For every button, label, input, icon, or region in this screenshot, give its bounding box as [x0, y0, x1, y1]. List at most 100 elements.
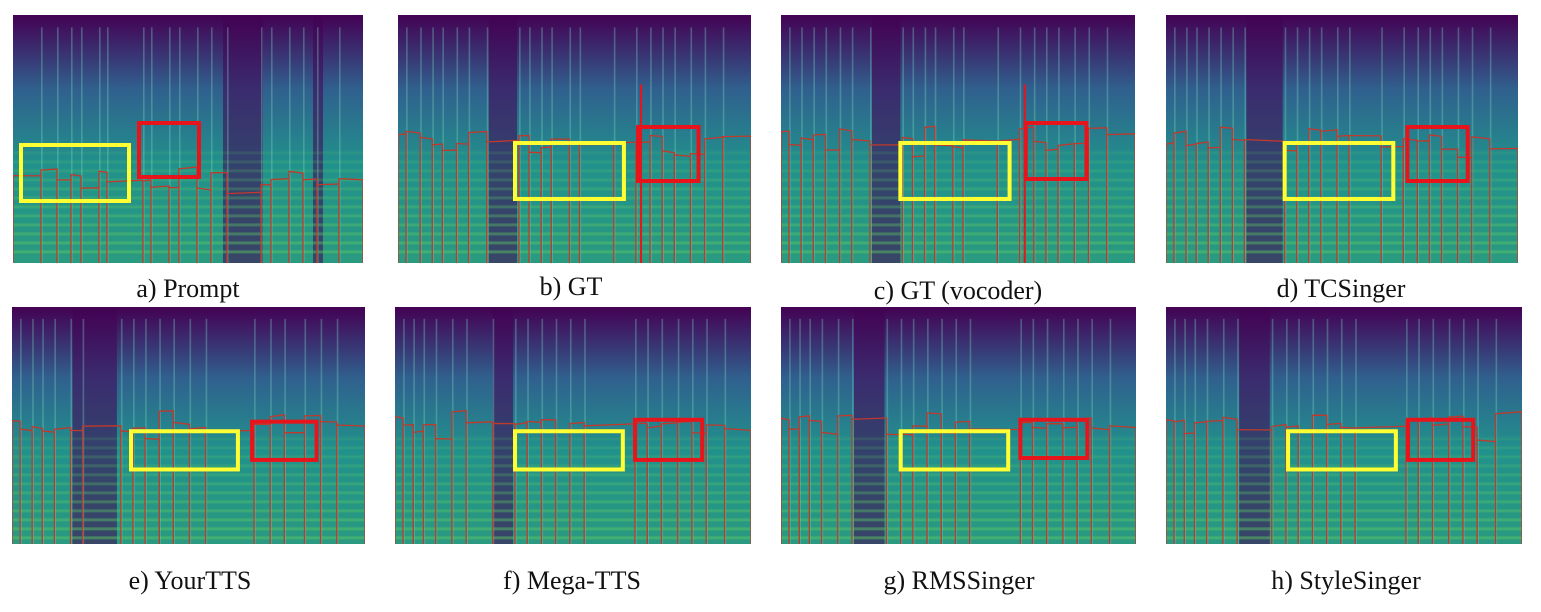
- onset-line: [1032, 318, 1035, 544]
- harmonic-band: [1166, 223, 1518, 227]
- onset-line: [1320, 27, 1323, 263]
- harmonic-band: [781, 482, 1136, 486]
- harmonic-band: [781, 205, 1135, 209]
- harmonic-band: [1166, 464, 1522, 468]
- onset-line: [690, 27, 693, 263]
- highlight-box-yellow: [898, 141, 1012, 201]
- caption-yourtts: e) YourTTS: [128, 566, 252, 595]
- caption-stylesinger: h) StyleSinger: [1271, 566, 1421, 595]
- onset-line: [20, 318, 22, 544]
- harmonic-band: [781, 151, 1135, 155]
- onset-line: [304, 318, 307, 544]
- onset-line: [809, 318, 811, 544]
- onset-line: [662, 27, 664, 263]
- onset-line: [724, 318, 727, 544]
- harmonic-band: [12, 536, 365, 540]
- onset-line: [420, 27, 422, 263]
- onset-line: [1109, 318, 1112, 544]
- onset-line: [406, 27, 408, 263]
- spectrogram-panel-tcsinger: [1166, 15, 1518, 263]
- onset-line: [692, 318, 694, 544]
- spectrogram-panel-yourtts: [12, 307, 365, 544]
- harmonic-band: [781, 250, 1135, 254]
- onset-line: [271, 27, 273, 263]
- caption-rmssinger: g) RMSSinger: [883, 566, 1035, 595]
- harmonic-band: [13, 214, 363, 218]
- harmonic-band: [13, 205, 363, 209]
- onset-line: [1033, 27, 1036, 263]
- onset-line: [997, 27, 1000, 263]
- harmonic-band: [13, 187, 363, 191]
- onset-line: [1088, 27, 1091, 263]
- onset-line: [1106, 27, 1109, 263]
- onset-line: [1196, 27, 1198, 263]
- spectrogram-image: [1166, 307, 1522, 544]
- onset-line: [1208, 27, 1210, 263]
- harmonic-band: [395, 473, 751, 477]
- pitch-contour: [781, 412, 1136, 544]
- harmonic-band: [398, 241, 751, 245]
- harmonic-band: [398, 205, 751, 209]
- onset-line: [254, 318, 256, 544]
- harmonic-band: [1166, 205, 1518, 209]
- harmonic-band: [1166, 455, 1522, 459]
- caption-gt-vocoder: c) GT (vocoder): [873, 276, 1043, 305]
- spectrogram-image: [395, 307, 751, 544]
- onset-line: [722, 27, 725, 263]
- harmonic-band: [395, 509, 751, 513]
- onset-line: [1271, 318, 1274, 544]
- onset-line: [963, 27, 965, 263]
- onset-line: [1222, 318, 1225, 544]
- harmonic-band: [1166, 214, 1518, 218]
- onset-line: [821, 318, 824, 544]
- onset-line: [541, 27, 543, 263]
- highlight-box-red: [1405, 125, 1470, 183]
- onset-line: [1174, 318, 1176, 544]
- onset-line: [902, 27, 904, 263]
- harmonic-band: [781, 446, 1136, 450]
- harmonic-band: [781, 187, 1135, 191]
- onset-line: [151, 27, 153, 263]
- spectrogram-panel-stylesinger: [1166, 307, 1522, 544]
- highlight-box-yellow: [1282, 141, 1396, 201]
- onset-line: [1046, 318, 1049, 544]
- onset-line: [825, 27, 828, 263]
- highlight-box-yellow: [1286, 429, 1398, 472]
- onset-line: [1206, 318, 1209, 544]
- onset-line: [211, 27, 213, 263]
- spectrogram-image: [781, 307, 1136, 544]
- caption-gt: b) GT: [539, 272, 603, 301]
- onset-line: [813, 27, 815, 263]
- harmonic-band: [781, 455, 1136, 459]
- onset-line: [1220, 27, 1222, 263]
- spectrogram-panel-rmssinger: [781, 307, 1136, 544]
- harmonic-band: [12, 491, 365, 495]
- onset-line: [270, 318, 272, 544]
- onset-line: [466, 318, 468, 544]
- onset-line: [423, 318, 426, 544]
- onset-line: [704, 27, 707, 263]
- boundary-marker: [640, 84, 643, 263]
- silence-band: [854, 307, 885, 544]
- onset-line: [519, 27, 521, 263]
- onset-line: [442, 27, 444, 263]
- onset-line: [677, 318, 680, 544]
- onset-line: [801, 27, 803, 263]
- onset-line: [339, 27, 341, 263]
- harmonic-band: [12, 500, 365, 504]
- pitch-contour: [1166, 411, 1522, 544]
- caption-megatts: f) Mega-TTS: [503, 566, 641, 595]
- onset-line: [320, 318, 323, 544]
- highlight-box-yellow: [129, 429, 240, 472]
- onset-line: [143, 27, 145, 263]
- harmonic-band: [398, 187, 751, 191]
- harmonic-band: [1166, 446, 1522, 450]
- onset-line: [952, 27, 955, 263]
- harmonic-band: [781, 500, 1136, 504]
- onset-line: [1457, 27, 1460, 263]
- harmonic-band: [781, 536, 1136, 540]
- spectrogram-background: [781, 307, 1136, 544]
- onset-line: [1489, 27, 1492, 263]
- harmonic-band: [13, 160, 363, 164]
- onset-line: [1417, 27, 1420, 263]
